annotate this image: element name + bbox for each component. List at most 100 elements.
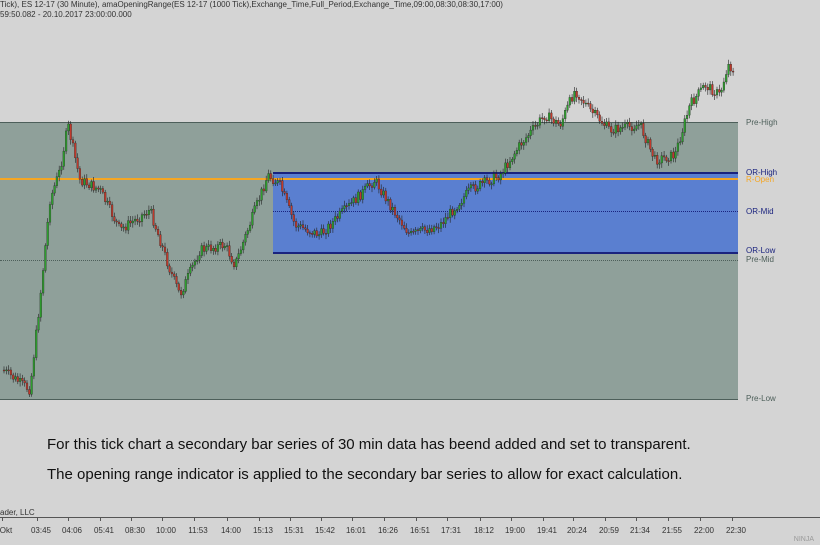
time-tick <box>290 517 291 521</box>
time-axis[interactable] <box>0 517 820 518</box>
candle-body <box>646 139 650 144</box>
candle-body <box>180 290 183 296</box>
candle-body <box>607 121 610 127</box>
candle-body <box>97 187 100 190</box>
candle-body <box>672 151 675 159</box>
candle-body <box>166 252 169 267</box>
candle-body <box>113 216 116 222</box>
candle-body <box>343 205 346 209</box>
candle-body <box>391 207 394 211</box>
time-tick <box>732 517 733 521</box>
candle-body <box>686 115 689 119</box>
candle-body <box>127 220 130 231</box>
candle-body <box>267 173 270 181</box>
time-label: 05:41 <box>93 526 115 535</box>
candle-body <box>504 162 507 174</box>
candle-body <box>449 208 452 218</box>
time-tick <box>511 517 512 521</box>
candle-body <box>472 184 475 186</box>
time-label: 15:31 <box>283 526 305 535</box>
candle-body <box>644 135 647 144</box>
candle-body <box>108 200 111 205</box>
time-label: 21:55 <box>661 526 683 535</box>
candle-body <box>732 70 735 73</box>
candle-body <box>51 192 54 205</box>
candle-body <box>720 90 723 93</box>
candle-body <box>410 230 413 234</box>
candle-body <box>315 230 318 237</box>
candle-body <box>216 244 219 252</box>
candle-body <box>375 178 378 183</box>
candle-body <box>120 223 123 228</box>
candle-body <box>566 104 569 111</box>
candle-body <box>283 191 286 194</box>
candle-body <box>421 226 424 229</box>
candle-body <box>364 185 367 190</box>
candle-body <box>76 157 79 169</box>
candle-body <box>665 156 668 161</box>
candle-body <box>101 188 104 193</box>
candle-body <box>499 173 502 181</box>
candle-body <box>460 202 463 206</box>
candle-body <box>577 97 581 100</box>
candle-body <box>419 228 422 231</box>
candle-body <box>405 228 408 233</box>
candle-body <box>308 232 311 234</box>
candle-body <box>428 228 431 233</box>
candle-body <box>281 180 284 192</box>
candle-body <box>435 226 438 228</box>
candle-body <box>92 181 95 191</box>
candle-body <box>393 207 397 216</box>
time-label: 16:01 <box>345 526 367 535</box>
candle-body <box>525 137 528 143</box>
candle-body <box>573 91 576 102</box>
time-tick <box>573 517 574 521</box>
candle-body <box>203 245 206 252</box>
candle-body <box>219 242 222 245</box>
candle-body <box>184 279 187 292</box>
candle-body <box>334 216 337 222</box>
candle-body <box>242 241 245 251</box>
candle-body <box>416 229 420 231</box>
candle-body <box>467 187 470 191</box>
candle-body <box>729 64 732 72</box>
candle-body <box>37 317 40 331</box>
candle-body <box>414 229 417 232</box>
candle-body <box>690 97 693 106</box>
candle-body <box>347 203 351 206</box>
candle-body <box>612 132 615 134</box>
candle-body <box>515 150 518 155</box>
candle-body <box>32 357 35 377</box>
candle-body <box>387 199 390 202</box>
candle-body <box>258 199 261 202</box>
candle-body <box>23 380 26 384</box>
candle-body <box>262 188 265 192</box>
candle-body <box>582 99 585 104</box>
time-label: 19:41 <box>536 526 558 535</box>
candle-body <box>614 124 617 134</box>
candle-body <box>635 125 638 130</box>
candle-body <box>244 234 247 243</box>
candle-body <box>506 162 509 168</box>
candle-body <box>191 264 194 268</box>
candle-body <box>469 184 472 189</box>
time-tick <box>2 517 3 521</box>
candle-body <box>384 190 387 202</box>
candle-body <box>182 291 185 296</box>
candle-body <box>366 183 369 187</box>
candle-body <box>99 188 102 190</box>
time-tick <box>416 517 417 521</box>
candle-body <box>19 378 22 382</box>
candle-body <box>90 181 93 189</box>
candle-body <box>161 245 164 248</box>
candle-body <box>706 86 709 91</box>
candle-body <box>653 155 656 157</box>
candle-body <box>145 214 148 216</box>
candle-body <box>453 210 456 216</box>
candle-body <box>228 245 231 257</box>
ninja-logo: NINJA <box>793 536 814 543</box>
candle-body <box>147 210 150 215</box>
candle-body <box>88 184 91 189</box>
candle-body <box>541 117 544 119</box>
candle-body <box>186 273 190 280</box>
